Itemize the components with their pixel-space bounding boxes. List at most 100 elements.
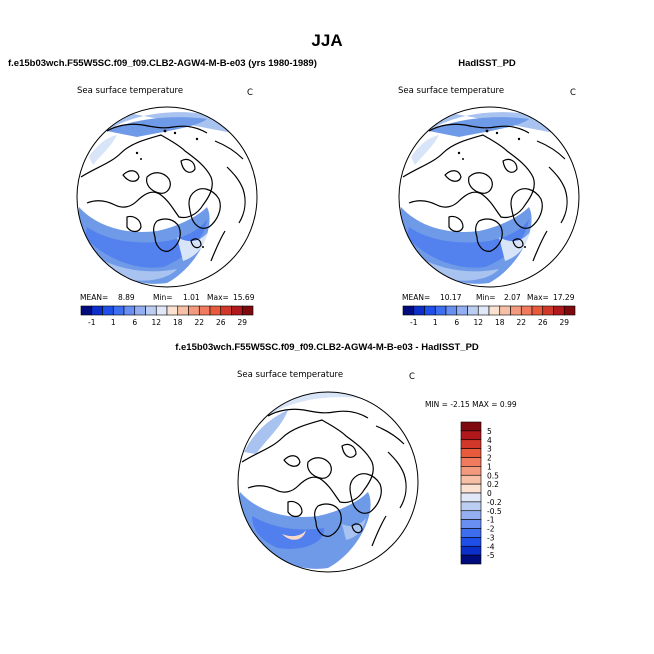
colorbar-label: -1 [487, 516, 495, 525]
colorbar-label: -4 [487, 542, 495, 551]
stat-min-label: Min= [153, 293, 173, 302]
colorbar-label: 26 [538, 318, 548, 327]
colorbar-swatch [520, 305, 533, 316]
colorbar-label: 12 [473, 318, 483, 327]
colorbar-swatch [553, 305, 565, 316]
colorbar-swatch [166, 305, 179, 316]
colorbar-swatch [460, 554, 482, 565]
panel-obs-variable: Sea surface temperature [398, 86, 504, 96]
colorbar-swatch [177, 305, 189, 316]
colorbar-label: -2 [487, 525, 495, 534]
stat-max-label: Max= [207, 293, 229, 302]
map-boundary-circle [398, 106, 580, 288]
colorbar-label: 22 [516, 318, 526, 327]
stat-mean-value: 8.89 [118, 293, 135, 302]
colorbar-swatch [460, 510, 482, 520]
panel-model-stats: MEAN= 8.89 Min= 1.01 Max= 15.69 [80, 293, 255, 302]
panel-model-variable: Sea surface temperature [77, 86, 183, 96]
colorbar-swatch [123, 305, 136, 316]
colorbar-label: 1 [487, 462, 492, 471]
colorbar-swatch [445, 305, 458, 316]
panel-model-heading: f.e15b03wch.F55W5SC.f09_f09.CLB2-AGW4-M-… [8, 58, 317, 69]
colorbar-swatch [460, 430, 482, 441]
colorbar-swatch [434, 305, 447, 316]
colorbar-swatch [456, 305, 468, 316]
stat-min-label: Min= [476, 293, 496, 302]
colorbar-swatch [488, 305, 501, 316]
panel-diff-variable: Sea surface temperature [237, 370, 343, 380]
stat-mean-label: MEAN= [80, 293, 108, 302]
colorbar-swatch [209, 305, 222, 316]
colorbar-label: -1 [410, 318, 418, 327]
colorbar-label: 2 [487, 454, 492, 463]
stat-min-value: 1.01 [183, 293, 200, 302]
colorbar-swatch [91, 305, 103, 316]
map-boundary-circle [76, 106, 258, 288]
colorbar-swatch [460, 528, 482, 538]
colorbar-label: 18 [173, 318, 183, 327]
colorbar-swatch [198, 305, 211, 316]
panel-obs-stats: MEAN= 10.17 Min= 2.07 Max= 17.29 [402, 293, 575, 302]
stat-min-value: 2.07 [504, 293, 521, 302]
colorbar-swatch [460, 483, 482, 494]
colorbar-swatch [155, 305, 168, 316]
colorbar-swatch [460, 421, 482, 432]
colorbar-swatch [460, 545, 482, 556]
colorbar-swatch [467, 305, 479, 316]
figure-title: JJA [311, 31, 342, 50]
panel-obs-heading: HadISST_PD [458, 58, 516, 69]
colorbar-label: 29 [559, 318, 569, 327]
colorbar-swatch [112, 305, 125, 316]
colorbar-swatch [220, 305, 232, 316]
colorbar-swatch [102, 305, 114, 316]
colorbar-swatch [563, 305, 576, 316]
panel-obs-map [398, 106, 580, 288]
colorbar-swatch [477, 305, 490, 316]
panel-obs: HadISST_PD Sea surface temperature C MEA… [398, 58, 580, 327]
colorbar-swatch [460, 474, 482, 485]
colorbar-swatch [460, 492, 482, 503]
colorbar-swatch [460, 439, 482, 449]
colorbar-swatch [460, 537, 482, 547]
colorbar-label: -3 [487, 533, 495, 542]
colorbar-swatch [413, 305, 425, 316]
colorbar-swatch [134, 305, 146, 316]
colorbar-label: 0.5 [487, 471, 499, 480]
colorbar-swatch [510, 305, 522, 316]
colorbar-swatch [145, 305, 157, 316]
panel-model: f.e15b03wch.F55W5SC.f09_f09.CLB2-AGW4-M-… [8, 58, 317, 327]
panel-model-map [76, 106, 258, 288]
colorbar-label: 18 [495, 318, 505, 327]
colorbar-label: 29 [237, 318, 247, 327]
colorbar-swatch [460, 501, 482, 512]
colorbar-label: -0.2 [487, 498, 502, 507]
colorbar-swatch [460, 448, 482, 458]
panel-diff-map [237, 391, 419, 573]
colorbar-label: -0.5 [487, 507, 502, 516]
stat-max-label: Max= [527, 293, 549, 302]
colorbar-swatch [424, 305, 436, 316]
panel-obs-units: C [570, 88, 576, 98]
panel-obs-colorbar: -1 1 6 12 18 22 26 29 [402, 305, 576, 327]
colorbar-label: 6 [132, 318, 137, 327]
colorbar-swatch [241, 305, 254, 316]
colorbar-label: 26 [216, 318, 226, 327]
panel-model-units: C [247, 88, 253, 98]
colorbar-label: 6 [454, 318, 459, 327]
colorbar-label: -5 [487, 551, 495, 560]
colorbar-swatch [460, 519, 482, 529]
stat-mean-value: 10.17 [440, 293, 462, 302]
panel-diff-stats: MIN = -2.15 MAX = 0.99 [425, 400, 517, 409]
colorbar-label: 4 [487, 436, 492, 445]
panel-diff: f.e15b03wch.F55W5SC.f09_f09.CLB2-AGW4-M-… [175, 342, 517, 573]
colorbar-label: 0 [487, 489, 492, 498]
colorbar-swatch [542, 305, 554, 316]
panel-model-colorbar: -1 1 6 12 18 22 26 29 [80, 305, 254, 327]
colorbar-label: 5 [487, 427, 492, 436]
stat-mean-label: MEAN= [402, 293, 430, 302]
colorbar-label: 12 [151, 318, 161, 327]
stat-max-value: 15.69 [233, 293, 255, 302]
colorbar-label: 0.2 [487, 480, 499, 489]
